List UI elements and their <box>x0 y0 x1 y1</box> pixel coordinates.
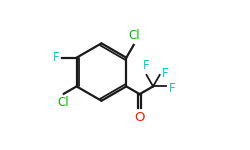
Text: F: F <box>162 67 169 80</box>
Text: Cl: Cl <box>128 29 140 42</box>
Text: F: F <box>142 59 149 72</box>
Text: O: O <box>134 111 145 124</box>
Text: F: F <box>169 82 175 95</box>
Text: Cl: Cl <box>57 96 69 109</box>
Text: F: F <box>52 51 59 64</box>
